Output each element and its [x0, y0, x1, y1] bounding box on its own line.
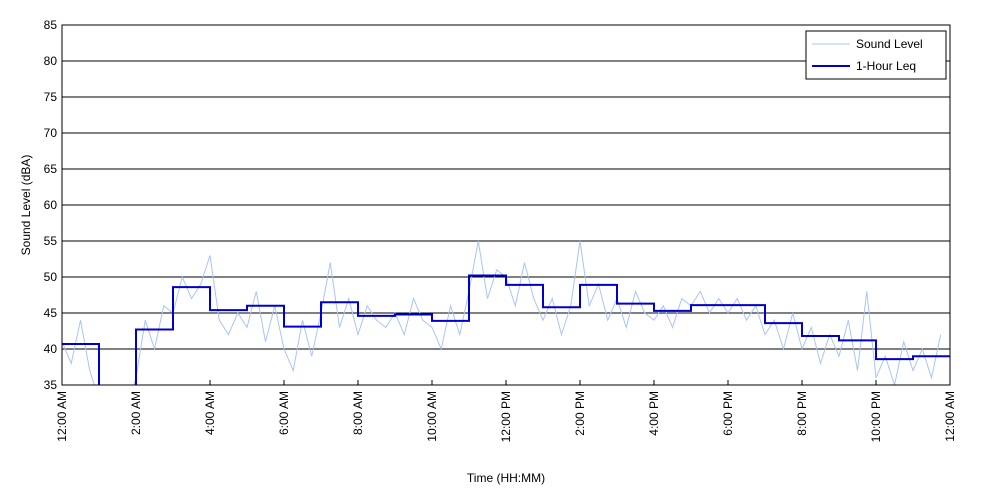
legend-box	[805, 30, 947, 80]
x-tick-label: 8:00 AM	[351, 391, 365, 435]
y-tick-label: 60	[44, 198, 58, 212]
y-tick-label: 80	[44, 54, 58, 68]
y-tick-label: 45	[44, 306, 58, 320]
y-tick-label: 55	[44, 234, 58, 248]
legend-label: 1-Hour Leq	[856, 59, 916, 73]
x-tick-label: 10:00 AM	[425, 391, 439, 442]
y-axis-label: Sound Level (dBA)	[19, 155, 33, 256]
x-tick-label: 10:00 PM	[869, 391, 883, 442]
y-tick-label: 40	[44, 342, 58, 356]
x-tick-label: 2:00 PM	[573, 391, 587, 436]
x-tick-label: 8:00 PM	[795, 391, 809, 436]
series-line	[62, 240, 942, 385]
legend-label: Sound Level	[856, 37, 923, 51]
x-tick-label: 6:00 PM	[721, 391, 735, 436]
y-tick-label: 65	[44, 162, 58, 176]
plot-frame	[61, 24, 951, 386]
x-tick-label: 4:00 PM	[647, 391, 661, 436]
y-tick-label: 35	[44, 378, 58, 392]
x-tick-label: 4:00 AM	[203, 391, 217, 435]
y-tick-label: 75	[44, 90, 58, 104]
y-tick-label: 85	[44, 18, 58, 32]
series-line	[62, 274, 950, 385]
x-tick-label: 12:00 AM	[943, 391, 957, 442]
y-tick-label: 50	[44, 270, 58, 284]
x-tick-label: 6:00 AM	[277, 391, 291, 435]
x-tick-label: 12:00 PM	[499, 391, 513, 442]
x-tick-label: 2:00 AM	[129, 391, 143, 435]
x-tick-label: 12:00 AM	[55, 391, 69, 442]
y-tick-label: 70	[44, 126, 58, 140]
plot-lines	[62, 240, 950, 385]
x-axis-label: Time (HH:MM)	[467, 471, 545, 485]
